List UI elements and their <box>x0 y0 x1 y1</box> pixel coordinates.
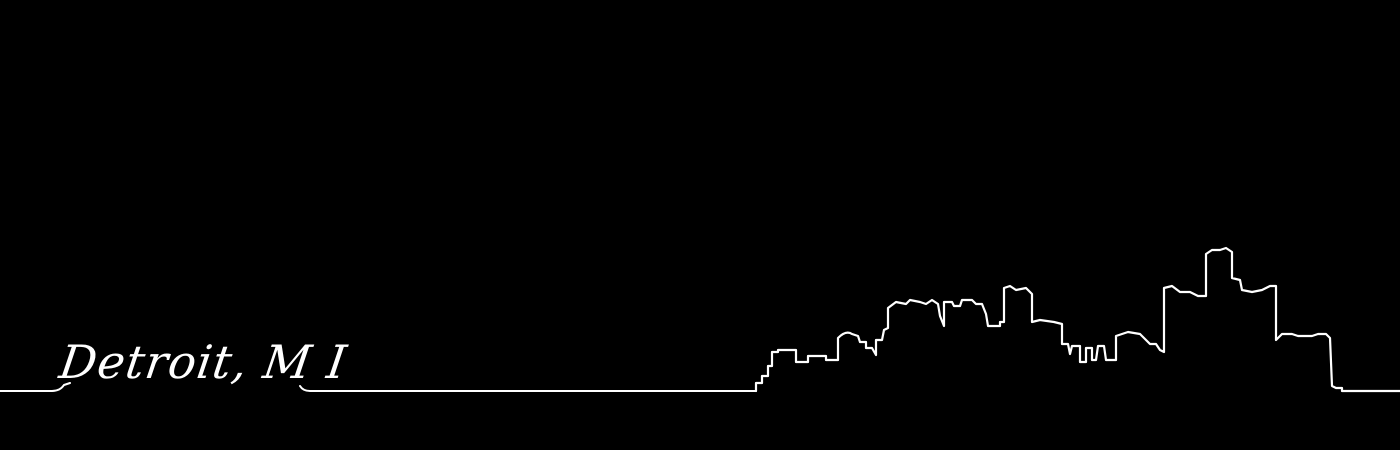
baseline-left <box>0 382 71 392</box>
city-caption: Detroit, M I <box>56 335 351 389</box>
skyline-outline <box>754 246 1400 393</box>
baseline-middle <box>299 385 757 392</box>
